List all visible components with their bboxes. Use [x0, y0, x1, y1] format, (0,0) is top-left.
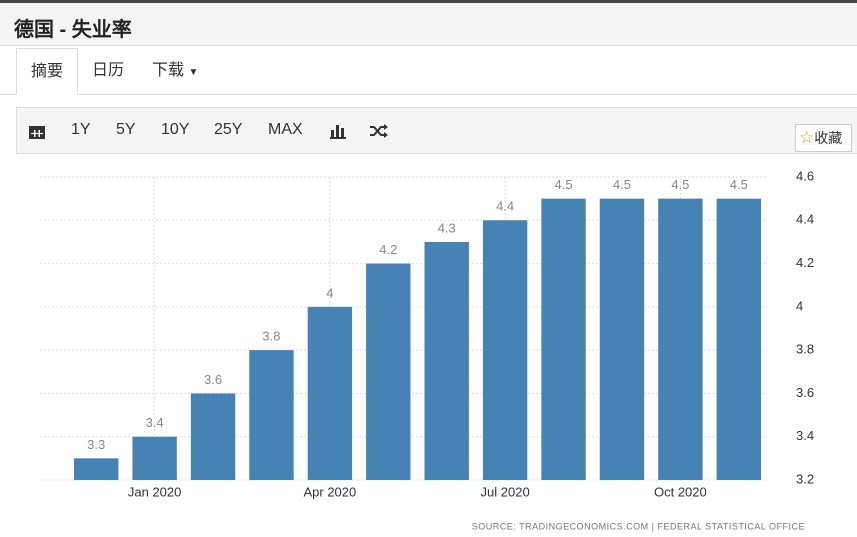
range-button[interactable]: 10Y [161, 121, 190, 138]
source-note: SOURCE: TRADINGECONOMICS.COM | FEDERAL S… [472, 521, 805, 531]
value-label: 4.3 [438, 220, 456, 235]
bar [658, 198, 703, 480]
value-label: 4.4 [496, 199, 514, 214]
range-button[interactable]: 25Y [214, 121, 243, 138]
range-button[interactable]: 1Y [71, 121, 91, 138]
x-tick-label: Oct 2020 [654, 484, 707, 499]
title-bar: 德国 - 失业率 [0, 0, 857, 46]
x-tick-label: Apr 2020 [303, 484, 356, 499]
value-label: 3.4 [146, 415, 164, 430]
value-label: 4 [326, 285, 333, 300]
y-tick-label: 3.8 [796, 342, 814, 357]
tab-label: 下载 [152, 62, 185, 79]
favorite-button[interactable]: ☆收藏 [795, 124, 852, 152]
y-tick-label: 4.2 [796, 255, 814, 270]
bar-chart-icon[interactable] [330, 123, 346, 139]
bar [424, 241, 469, 480]
x-tick-label: Jul 2020 [481, 484, 530, 499]
value-label: 4.5 [613, 177, 631, 192]
value-label: 3.8 [262, 329, 280, 344]
bar [249, 350, 294, 480]
range-button[interactable]: 5Y [116, 121, 136, 138]
bar [132, 436, 177, 480]
tab[interactable]: 日历 [92, 62, 125, 79]
star-icon: ☆ [799, 128, 815, 147]
value-label: 3.6 [204, 372, 222, 387]
bar [716, 198, 761, 480]
value-label: 4.2 [379, 242, 397, 257]
caret: ▼ [188, 67, 199, 78]
y-tick-label: 3.2 [796, 471, 814, 486]
tab[interactable]: 摘要 [16, 48, 79, 95]
value-label: 3.3 [87, 437, 105, 452]
shuffle-icon[interactable] [370, 124, 388, 138]
y-tick-label: 4.6 [796, 168, 814, 183]
y-tick-label: 3.4 [796, 428, 814, 443]
bar [366, 263, 411, 480]
y-tick-label: 3.6 [796, 385, 814, 400]
bar [74, 458, 119, 480]
y-tick-label: 4.4 [796, 212, 814, 227]
toolbar: 1Y 5Y 10Y 25Y MAX [16, 107, 857, 154]
y-tick-label: 4 [796, 298, 803, 313]
bar [541, 198, 586, 480]
favorite-label: 收藏 [814, 130, 843, 146]
value-label: 4.5 [671, 177, 689, 192]
page-title: 德国 - 失业率 [14, 19, 132, 41]
tab[interactable]: 下载 ▼ [152, 48, 198, 95]
bar [190, 393, 236, 480]
value-label: 4.5 [730, 177, 748, 192]
bar [307, 306, 353, 480]
range-button[interactable]: MAX [268, 121, 303, 138]
value-label: 4.5 [555, 177, 573, 192]
calendar-icon[interactable] [29, 124, 45, 139]
x-tick-label: Jan 2020 [128, 484, 182, 499]
bar [599, 198, 645, 480]
tab-bar: 摘要 日历 下载 ▼ [0, 48, 857, 95]
bar [482, 220, 528, 481]
